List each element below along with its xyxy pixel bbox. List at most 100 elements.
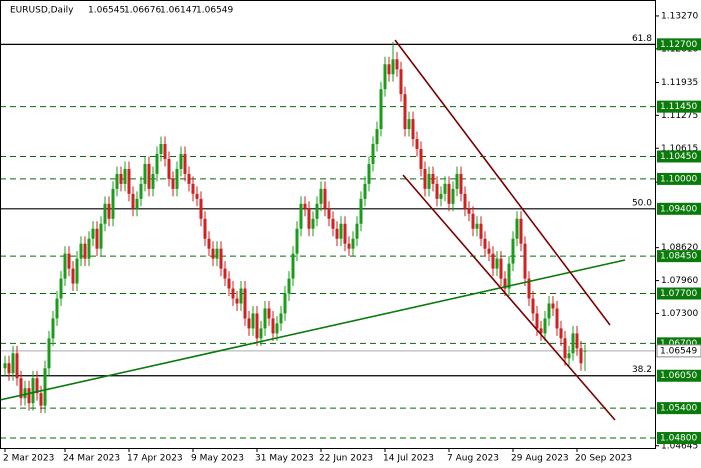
candle-body	[163, 144, 167, 159]
candle-body	[231, 288, 235, 299]
candle-body	[291, 253, 295, 279]
candle-body	[355, 223, 359, 239]
x-tick-label: 7 Aug 2023	[447, 454, 499, 464]
candle-body	[259, 328, 263, 339]
candle-body	[219, 248, 223, 269]
candle-body	[411, 119, 415, 140]
candle-body	[103, 203, 107, 224]
x-tick-label: 22 Jun 2023	[319, 454, 373, 464]
candle-body	[275, 323, 279, 334]
candle-body	[531, 298, 535, 314]
level-label-box	[657, 172, 701, 185]
candle-body	[71, 268, 75, 284]
candle-body	[311, 218, 315, 229]
x-tick-label: 9 May 2023	[191, 454, 244, 464]
candle-body	[271, 318, 275, 334]
candle-body	[183, 153, 187, 174]
candle-body	[535, 313, 539, 329]
candle-body	[23, 388, 27, 399]
candle-body	[567, 353, 571, 359]
channel-lower	[402, 174, 616, 421]
candle-body	[467, 208, 471, 214]
candle-body	[7, 363, 11, 374]
y-tick-label: 1.11275	[661, 111, 698, 121]
x-tick-label: 29 Aug 2023	[511, 454, 569, 464]
x-tick-label: 20 Sep 2023	[575, 454, 632, 464]
candle-body	[155, 153, 159, 174]
candle-body	[267, 308, 271, 319]
candle-body	[439, 193, 443, 199]
candle-body	[527, 278, 531, 299]
candle-body	[127, 168, 131, 194]
candle-body	[579, 348, 583, 364]
candle-body	[307, 208, 311, 229]
level-label: 1.06700	[660, 339, 697, 349]
axes: 1.132701.126101.119351.112751.106151.099…	[3, 11, 701, 464]
trend-line	[0, 259, 626, 401]
candle-body	[395, 59, 399, 70]
candle-body	[419, 149, 423, 169]
candle-body	[471, 213, 475, 229]
y-tick-label: 1.08620	[661, 243, 698, 253]
candle-body	[215, 248, 219, 259]
candle-body	[371, 144, 375, 164]
candle-body	[571, 333, 575, 354]
level-label: 1.12700	[660, 40, 697, 50]
candle-body	[107, 203, 111, 219]
candle-body	[111, 188, 115, 219]
candle-body	[339, 223, 343, 239]
candle-body	[235, 298, 239, 304]
candle-body	[415, 139, 419, 150]
candle-body	[367, 163, 371, 184]
level-label-box	[657, 369, 701, 382]
candle-body	[247, 318, 251, 329]
y-tick-label: 1.07960	[661, 276, 698, 286]
candle-body	[239, 288, 243, 304]
candle-body	[251, 313, 255, 329]
candle-body	[287, 278, 291, 294]
candle-body	[27, 388, 31, 404]
candle-body	[379, 89, 383, 130]
candle-body	[279, 313, 283, 324]
candle-body	[79, 243, 83, 259]
candle-body	[123, 168, 127, 184]
candle-body	[487, 248, 491, 254]
candle-body	[495, 258, 499, 269]
candle-body	[147, 163, 151, 189]
y-tick-label: 1.04645	[661, 441, 698, 451]
candle-body	[283, 293, 287, 314]
candle-body	[583, 350, 587, 352]
candle-body	[387, 64, 391, 75]
candle-body	[31, 378, 35, 404]
candle-body	[491, 253, 495, 269]
candle-body	[315, 203, 319, 219]
candle-body	[223, 268, 227, 279]
fib-label: 38.2	[632, 365, 652, 375]
candle-body	[295, 228, 299, 254]
candle-body	[19, 378, 23, 399]
level-label-box	[657, 150, 701, 163]
candle-body	[327, 208, 331, 219]
candle-body	[427, 173, 431, 189]
candle-body	[507, 263, 511, 289]
candle-body	[131, 193, 135, 209]
candle-body	[555, 308, 559, 329]
candle-body	[503, 278, 507, 289]
candle-body	[543, 318, 547, 334]
candle-body	[407, 119, 411, 130]
candle-body	[115, 173, 119, 189]
candle-body	[227, 278, 231, 289]
header-close: 1.06549	[196, 6, 233, 16]
candle-body	[75, 258, 79, 284]
candle-body	[119, 173, 123, 184]
level-label: 1.11450	[660, 102, 697, 112]
candle-body	[139, 183, 143, 199]
candle-body	[175, 168, 179, 189]
x-tick-label: 17 Apr 2023	[127, 454, 183, 464]
level-label: 1.08450	[660, 252, 697, 262]
candle-body	[499, 258, 503, 279]
y-tick-label: 1.11935	[661, 78, 698, 88]
candle-body	[171, 178, 175, 189]
candle-body	[135, 198, 139, 209]
candle-body	[515, 218, 519, 239]
